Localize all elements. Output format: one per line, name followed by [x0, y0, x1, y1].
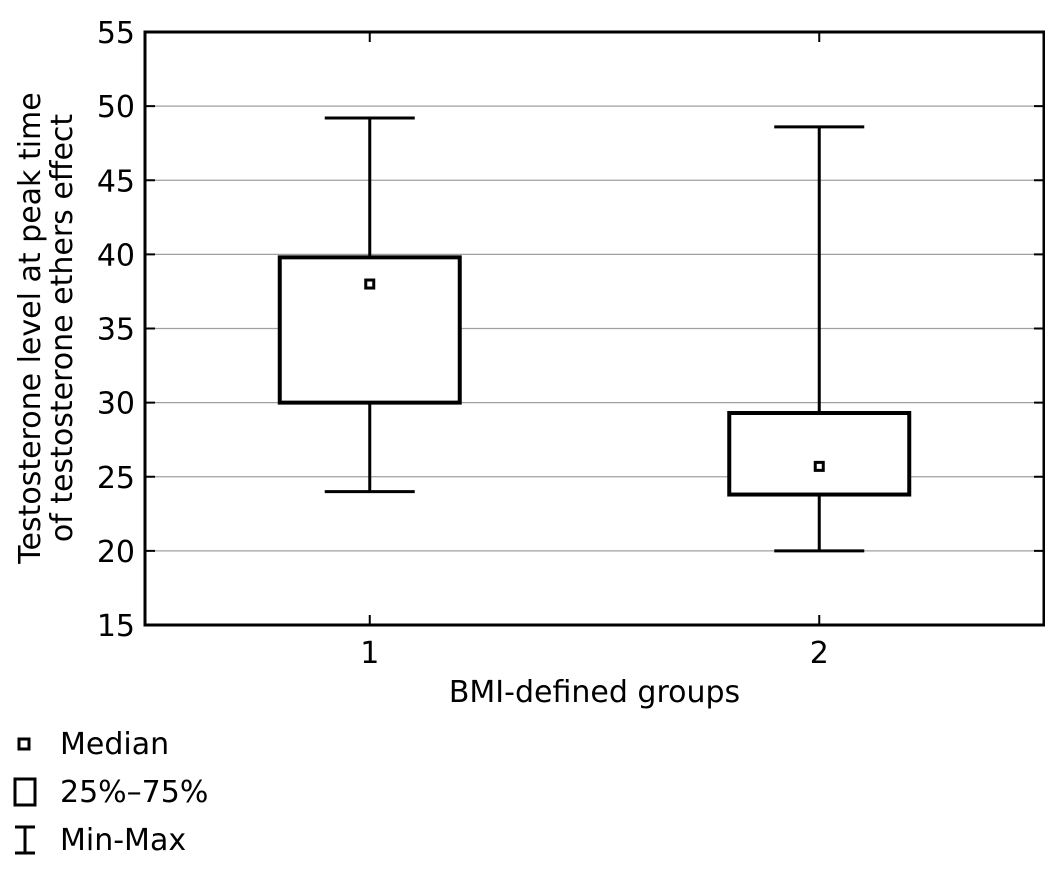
y-axis-label: Testosterone level at peak time of testo…	[13, 92, 80, 564]
box-group-2	[727, 125, 912, 553]
x-axis-label: BMI-defined groups	[449, 675, 740, 710]
legend: Median 25%–75% Min-Max	[10, 720, 208, 864]
y-tick-label: 25	[97, 461, 135, 496]
x-tick-label: 1	[360, 636, 379, 671]
median-marker	[364, 278, 376, 290]
box-series	[277, 116, 912, 553]
y-tick-label: 45	[97, 164, 135, 199]
y-axis-ticks: 15 20 25 30 35 40 45 50 55	[97, 16, 1044, 644]
y-tick-label: 35	[97, 313, 135, 348]
legend-label-whisker: Min-Max	[60, 822, 187, 858]
whisker-icon	[10, 820, 46, 860]
legend-label-median: Median	[60, 726, 170, 762]
y-tick-label: 30	[97, 387, 135, 422]
median-square-icon	[10, 724, 46, 764]
y-tick-label: 20	[97, 535, 135, 570]
y-tick-label: 55	[97, 16, 135, 51]
y-axis-label-line-1: Testosterone level at peak time	[13, 92, 48, 564]
y-tick-label: 40	[97, 238, 135, 273]
iqr-box	[727, 411, 912, 497]
legend-label-box: 25%–75%	[60, 774, 209, 810]
legend-item-box: 25%–75%	[10, 768, 208, 816]
y-axis-label-line-2: of testosterone ethers effect	[45, 114, 80, 543]
box-group-1	[277, 116, 462, 494]
y-tick-label: 15	[97, 609, 135, 644]
legend-item-median: Median	[10, 720, 208, 768]
legend-item-whisker: Min-Max	[10, 816, 208, 864]
plot-frame	[143, 30, 1045, 627]
box-icon	[10, 772, 46, 812]
x-tick-label: 2	[810, 636, 829, 671]
y-tick-label: 50	[97, 90, 135, 125]
median-marker	[813, 460, 825, 472]
